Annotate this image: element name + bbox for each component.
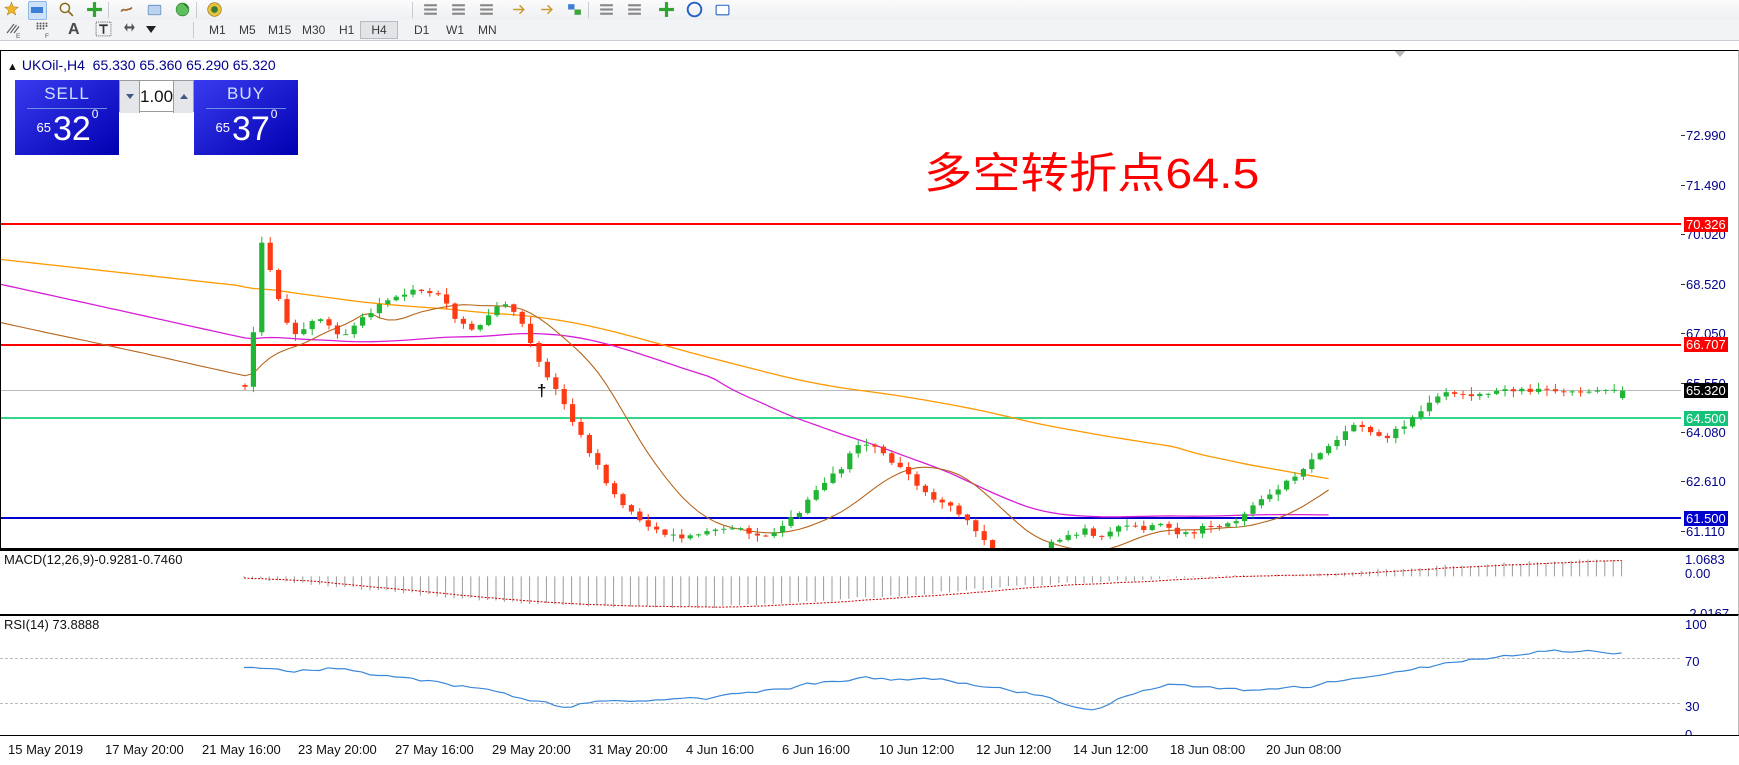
svg-text:E: E (16, 33, 21, 38)
svg-text:F: F (45, 33, 49, 38)
